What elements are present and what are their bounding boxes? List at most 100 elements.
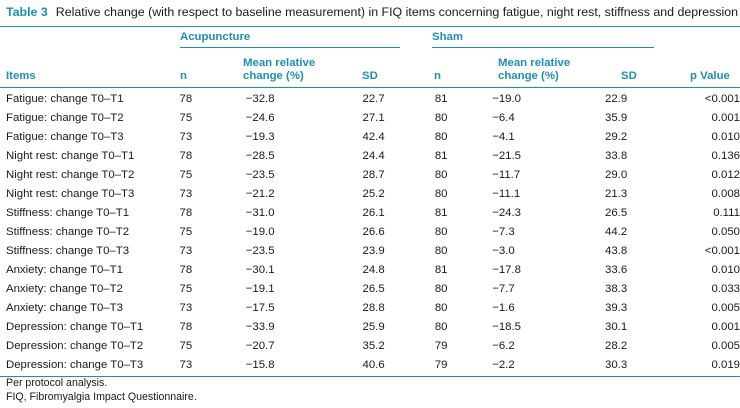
table-row: Fatigue: change T0–T1 78 −32.8 22.7 81 −19.0 2… — [0, 90, 740, 109]
acupuncture-mean-change: −30.1 — [245, 264, 275, 276]
sham-n: 81 — [434, 207, 448, 219]
sham-n: 80 — [434, 302, 448, 314]
sham-rule — [432, 47, 654, 48]
table-row: Depression: change T0–T1 78 −33.9 25.9 80 −18… — [0, 318, 740, 337]
acupuncture-mean-change: −15.8 — [245, 359, 275, 371]
table-row: Fatigue: change T0–T2 75 −24.6 27.1 80 −6.4 35… — [0, 109, 740, 128]
row-item: Depression: change T0–T1 — [6, 321, 144, 333]
sham-mean-change: −1.6 — [492, 302, 515, 314]
row-item: Fatigue: change T0–T2 — [6, 112, 124, 124]
sham-sd: 30.1 — [605, 321, 628, 333]
sham-mean-change: −3.0 — [492, 245, 515, 257]
sham-sd: 30.3 — [605, 359, 628, 371]
table-caption: Table 3 Relative change (with respect to … — [6, 4, 739, 20]
row-item: Stiffness: change T0–T3 — [6, 245, 130, 257]
table-row: Anxiety: change T0–T1 78 −30.1 24.8 81 −17.8 3… — [0, 261, 740, 280]
acupuncture-sd: 40.6 — [362, 359, 385, 371]
table-row: Night rest: change T0–T1 78 −28.5 24.4 81 −21… — [0, 147, 740, 166]
sham-mean-change: −7.7 — [492, 283, 515, 295]
sham-n: 80 — [434, 283, 448, 295]
sham-sd: 22.9 — [605, 93, 628, 105]
group-sham: Sham — [432, 31, 464, 43]
header-p-value: p Value — [690, 70, 730, 82]
acupuncture-sd: 42.4 — [362, 131, 385, 143]
p-value: <0.001 — [704, 93, 740, 105]
header-mean-line1: Mean relative — [498, 57, 571, 69]
sham-mean-change: −6.4 — [492, 112, 515, 124]
p-value: 0.012 — [711, 169, 740, 181]
row-item: Fatigue: change T0–T1 — [6, 93, 124, 105]
table-row: Fatigue: change T0–T3 73 −19.3 42.4 80 −4.1 29… — [0, 128, 740, 147]
acupuncture-n: 78 — [179, 207, 193, 219]
acupuncture-mean-change: −23.5 — [245, 169, 275, 181]
row-item: Fatigue: change T0–T3 — [6, 131, 124, 143]
row-item: Depression: change T0–T3 — [6, 359, 144, 371]
acupuncture-sd: 28.7 — [362, 169, 385, 181]
acupuncture-n: 78 — [179, 93, 193, 105]
acupuncture-sd: 24.4 — [362, 150, 385, 162]
p-value: 0.001 — [711, 112, 740, 124]
sham-sd: 33.6 — [605, 264, 628, 276]
acupuncture-mean-change: −24.6 — [245, 112, 275, 124]
p-value: 0.005 — [711, 340, 740, 352]
sham-n: 79 — [434, 340, 448, 352]
acupuncture-mean-change: −23.5 — [245, 245, 275, 257]
acupuncture-mean-change: −21.2 — [245, 188, 275, 200]
acupuncture-n: 73 — [179, 188, 193, 200]
sham-n: 80 — [434, 226, 448, 238]
row-item: Stiffness: change T0–T1 — [6, 207, 130, 219]
acupuncture-n: 73 — [179, 359, 193, 371]
table-title: Relative change (with respect to baselin… — [55, 5, 739, 19]
p-value: 0.111 — [713, 207, 740, 219]
sham-sd: 38.3 — [605, 283, 628, 295]
header-acupuncture-sd: SD — [362, 70, 378, 82]
data-table: Fatigue: change T0–T1 78 −32.8 22.7 81 −19.0 2… — [0, 90, 740, 375]
p-value: 0.001 — [711, 321, 740, 333]
sham-n: 81 — [434, 150, 448, 162]
row-item: Anxiety: change T0–T1 — [6, 264, 123, 276]
sham-sd: 28.2 — [605, 340, 628, 352]
acupuncture-n: 73 — [179, 245, 193, 257]
table-row: Night rest: change T0–T3 73 −21.2 25.2 80 −11… — [0, 185, 740, 204]
sham-n: 81 — [434, 264, 448, 276]
acupuncture-sd: 22.7 — [362, 93, 385, 105]
acupuncture-n: 78 — [179, 264, 193, 276]
sham-n: 80 — [434, 245, 448, 257]
header-sham-mean: Mean relative change (%) — [498, 57, 570, 83]
table-row: Night rest: change T0–T2 75 −23.5 28.7 80 −11… — [0, 166, 740, 185]
acupuncture-sd: 25.9 — [362, 321, 385, 333]
sham-sd: 29.2 — [605, 131, 628, 143]
sham-sd: 39.3 — [605, 302, 628, 314]
acupuncture-sd: 28.8 — [362, 302, 385, 314]
row-item: Depression: change T0–T2 — [6, 340, 144, 352]
row-item: Night rest: change T0–T2 — [6, 169, 135, 181]
acupuncture-n: 75 — [179, 169, 193, 181]
table-row: Anxiety: change T0–T3 73 −17.5 28.8 80 −1.6 39… — [0, 299, 740, 318]
acupuncture-n: 78 — [179, 321, 193, 333]
sham-mean-change: −11.1 — [492, 188, 521, 200]
acupuncture-mean-change: −19.0 — [245, 226, 275, 238]
p-value: 0.050 — [711, 226, 740, 238]
acupuncture-sd: 25.2 — [362, 188, 385, 200]
acupuncture-n: 73 — [179, 302, 193, 314]
acupuncture-mean-change: −31.0 — [245, 207, 275, 219]
sham-n: 81 — [434, 93, 448, 105]
acupuncture-n: 78 — [179, 150, 193, 162]
p-value: 0.136 — [711, 150, 740, 162]
table-row: Depression: change T0–T3 73 −15.8 40.6 79 −2.… — [0, 356, 740, 375]
header-acupuncture-mean: Mean relative change (%) — [243, 57, 315, 83]
table-label: Table 3 — [6, 5, 48, 19]
sham-mean-change: −4.1 — [492, 131, 515, 143]
table-row: Stiffness: change T0–T1 78 −31.0 26.1 81 −24.… — [0, 204, 740, 223]
p-value: 0.010 — [711, 264, 740, 276]
header-mean-line2: change (%) — [243, 70, 304, 82]
bottom-rule — [0, 376, 740, 377]
acupuncture-n: 75 — [179, 226, 193, 238]
sham-mean-change: −2.2 — [492, 359, 515, 371]
table-row: Depression: change T0–T2 75 −20.7 35.2 79 −6.… — [0, 337, 740, 356]
sham-sd: 33.8 — [605, 150, 628, 162]
sham-sd: 43.8 — [605, 245, 628, 257]
sham-sd: 44.2 — [605, 226, 628, 238]
top-rule — [0, 26, 740, 27]
sham-sd: 21.3 — [605, 188, 628, 200]
